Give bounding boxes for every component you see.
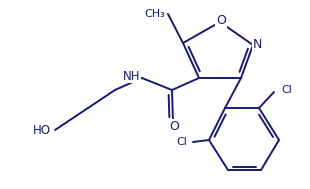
Text: O: O — [216, 15, 226, 28]
Text: CH₃: CH₃ — [144, 9, 165, 19]
Text: HO: HO — [33, 123, 51, 136]
Text: NH: NH — [122, 70, 140, 83]
Text: Cl: Cl — [176, 137, 187, 147]
Text: Cl: Cl — [281, 85, 292, 95]
Text: O: O — [169, 119, 179, 132]
Text: N: N — [252, 37, 262, 50]
